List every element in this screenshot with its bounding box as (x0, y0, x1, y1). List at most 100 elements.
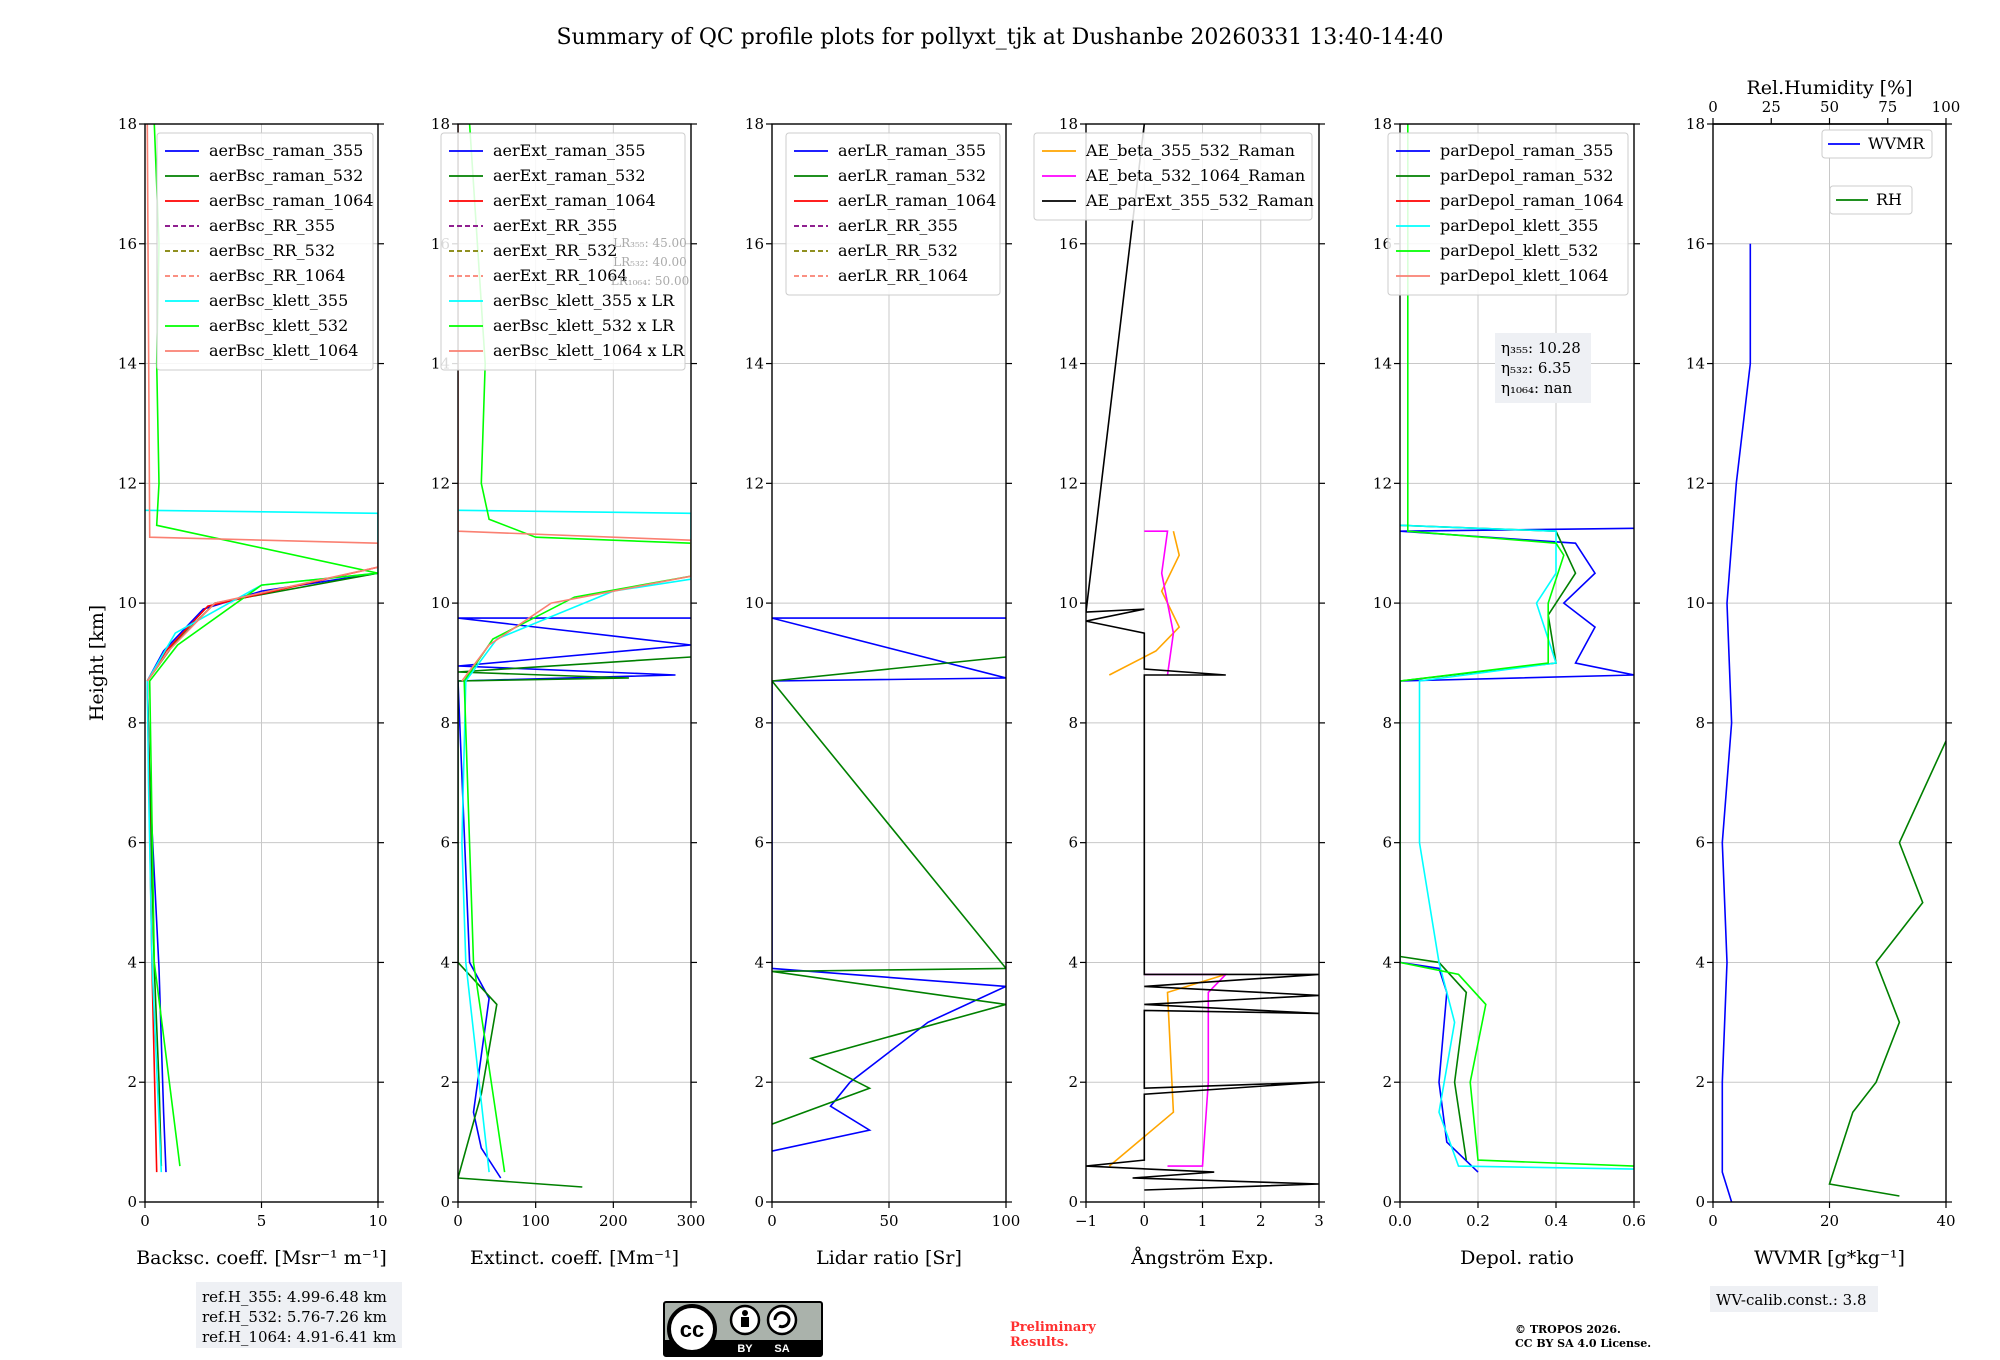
series-aerLR_raman_532 (772, 656, 1006, 1125)
panel-wv: 0 20 40 0 2 4 6 8 10 12 14 16 18 WVMR [g*kg⁻¹] 0 25 50 75… (1686, 77, 1960, 1269)
legend-entry: aerBsc_klett_532 (209, 316, 348, 335)
y-tick-label: 6 (127, 834, 137, 852)
y-tick-label: 0 (440, 1193, 450, 1211)
y-tick-label: 10 (118, 594, 137, 612)
y-tick-label: 4 (1695, 953, 1705, 971)
legend-entry: parDepol_klett_355 (1440, 216, 1598, 235)
y-axis-label: Height [km] (86, 605, 108, 721)
y-tick-label: 6 (754, 834, 764, 852)
legend-entry: parDepol_klett_1064 (1440, 266, 1609, 285)
y-tick-label: 10 (1373, 594, 1392, 612)
y-tick-label: 16 (118, 235, 137, 253)
y-tick-label: 4 (1068, 953, 1078, 971)
legend-entry: AE_beta_532_1064_Raman (1085, 166, 1305, 185)
ref-h-532: ref.H_532: 5.76-7.26 km (202, 1308, 387, 1326)
y-tick-label: 18 (745, 115, 764, 133)
lr-annotation: LR₁₀₆₄: 50.00 (611, 274, 689, 288)
y-tick-label: 6 (440, 834, 450, 852)
y-tick-label: 6 (1382, 834, 1392, 852)
series-group (1400, 124, 1634, 1173)
series-aerExt_raman_355 (458, 617, 691, 1179)
sa-share-icon (766, 1304, 798, 1336)
legend-entry: parDepol_raman_1064 (1440, 191, 1624, 210)
y-tick-label: 18 (1373, 115, 1392, 133)
legend-entry: parDepol_raman_532 (1440, 166, 1613, 185)
x-tick-label: 100 (992, 1212, 1021, 1230)
x-tick-label: 300 (677, 1212, 706, 1230)
x-tick-label: 0 (140, 1212, 150, 1230)
x-axis-label: Ångström Exp. (1130, 1247, 1274, 1269)
x-tick-label: 0.2 (1466, 1212, 1490, 1230)
y-tick-label: 8 (440, 714, 450, 732)
legend-box (1033, 132, 1313, 221)
legend-box (156, 132, 374, 371)
series-aerBsc_klett_355 (145, 509, 378, 1173)
y-tick-label: 12 (118, 474, 137, 492)
y-tick-label: 4 (440, 953, 450, 971)
y-tick-label: 8 (1382, 714, 1392, 732)
y-tick-label: 12 (745, 474, 764, 492)
y-tick-label: 16 (1686, 235, 1705, 253)
y-tick-label: 4 (1382, 953, 1392, 971)
series-aerBsc_klett_1064 (146, 124, 378, 682)
figure-title: Summary of QC profile plots for pollyxt_… (556, 25, 1443, 50)
y-tick-label: 0 (754, 1193, 764, 1211)
preliminary-line-1: Preliminary (1010, 1320, 1096, 1335)
legend-entry: aerBsc_klett_355 (209, 291, 348, 310)
y-tick-label: 14 (1686, 355, 1705, 373)
top-tick-label: 100 (1932, 98, 1961, 116)
x-tick-label: 20 (1820, 1212, 1839, 1230)
series-aerLR_raman_355 (772, 617, 1006, 1152)
y-tick-label: 10 (431, 594, 450, 612)
x-tick-label: −1 (1075, 1212, 1097, 1230)
y-tick-label: 10 (1059, 594, 1078, 612)
y-tick-label: 14 (1059, 355, 1078, 373)
legend-entry: aerExt_raman_355 (493, 141, 646, 160)
y-tick-label: 2 (440, 1073, 450, 1091)
legend-entry: aerLR_RR_355 (838, 216, 958, 235)
legend-entry: aerBsc_RR_1064 (209, 266, 345, 285)
top-axis-label: Rel.Humidity [%] (1746, 77, 1912, 99)
y-tick-label: 16 (745, 235, 764, 253)
x-tick-label: 40 (1936, 1212, 1955, 1230)
y-tick-label: 16 (1059, 235, 1078, 253)
ref-h-355: ref.H_355: 4.99-6.48 km (202, 1288, 387, 1306)
x-tick-label: 5 (257, 1212, 267, 1230)
series-AE_beta_355_532_Raman (1108, 531, 1181, 676)
legend-entry: aerBsc_klett_532 x LR (493, 316, 675, 335)
ref-height-box: ref.H_355: 4.99-6.48 km ref.H_532: 5.76-… (196, 1282, 402, 1348)
y-tick-label: 10 (745, 594, 764, 612)
axes-frame (771, 123, 1007, 1203)
legend-entry: aerLR_RR_532 (838, 241, 958, 260)
x-tick-label: 0.4 (1544, 1212, 1568, 1230)
eta-value: η₁₀₆₄: nan (1501, 379, 1572, 397)
y-tick-label: 8 (1068, 714, 1078, 732)
y-tick-label: 12 (431, 474, 450, 492)
copyright-line-2: CC BY SA 4.0 License. (1515, 1337, 1651, 1350)
legend-entry: aerLR_raman_1064 (838, 191, 996, 210)
legend-entry: aerBsc_RR_355 (209, 216, 335, 235)
x-tick-label: 200 (599, 1212, 628, 1230)
legend-entry: aerBsc_klett_1064 (209, 341, 358, 360)
y-tick-label: 14 (118, 355, 137, 373)
legend-entry: aerBsc_raman_1064 (209, 191, 374, 210)
legend-entry: aerBsc_RR_532 (209, 241, 335, 260)
top-tick-label: 75 (1878, 98, 1897, 116)
legend-entry: aerExt_RR_532 (493, 241, 617, 260)
x-axis-label: Backsc. coeff. [Msr⁻¹ m⁻¹] (136, 1247, 387, 1269)
top-tick-label: 25 (1762, 98, 1781, 116)
y-tick-label: 2 (754, 1073, 764, 1091)
series-aerExt_raman_532 (458, 656, 691, 1188)
y-tick-label: 16 (1373, 235, 1392, 253)
x-tick-label: 100 (521, 1212, 550, 1230)
y-tick-label: 4 (754, 953, 764, 971)
panel-depol: 0.0 0.2 0.4 0.6 0 2 4 6 8 10 12 14 16 18 Depol. ratio p… (1373, 115, 1646, 1269)
x-tick-label: 3 (1314, 1212, 1324, 1230)
y-tick-label: 18 (431, 115, 450, 133)
legend-box (440, 132, 686, 371)
x-tick-label: 0 (1139, 1212, 1149, 1230)
y-tick-label: 14 (1373, 355, 1392, 373)
y-tick-label: 18 (118, 115, 137, 133)
legend-box (785, 132, 1001, 296)
